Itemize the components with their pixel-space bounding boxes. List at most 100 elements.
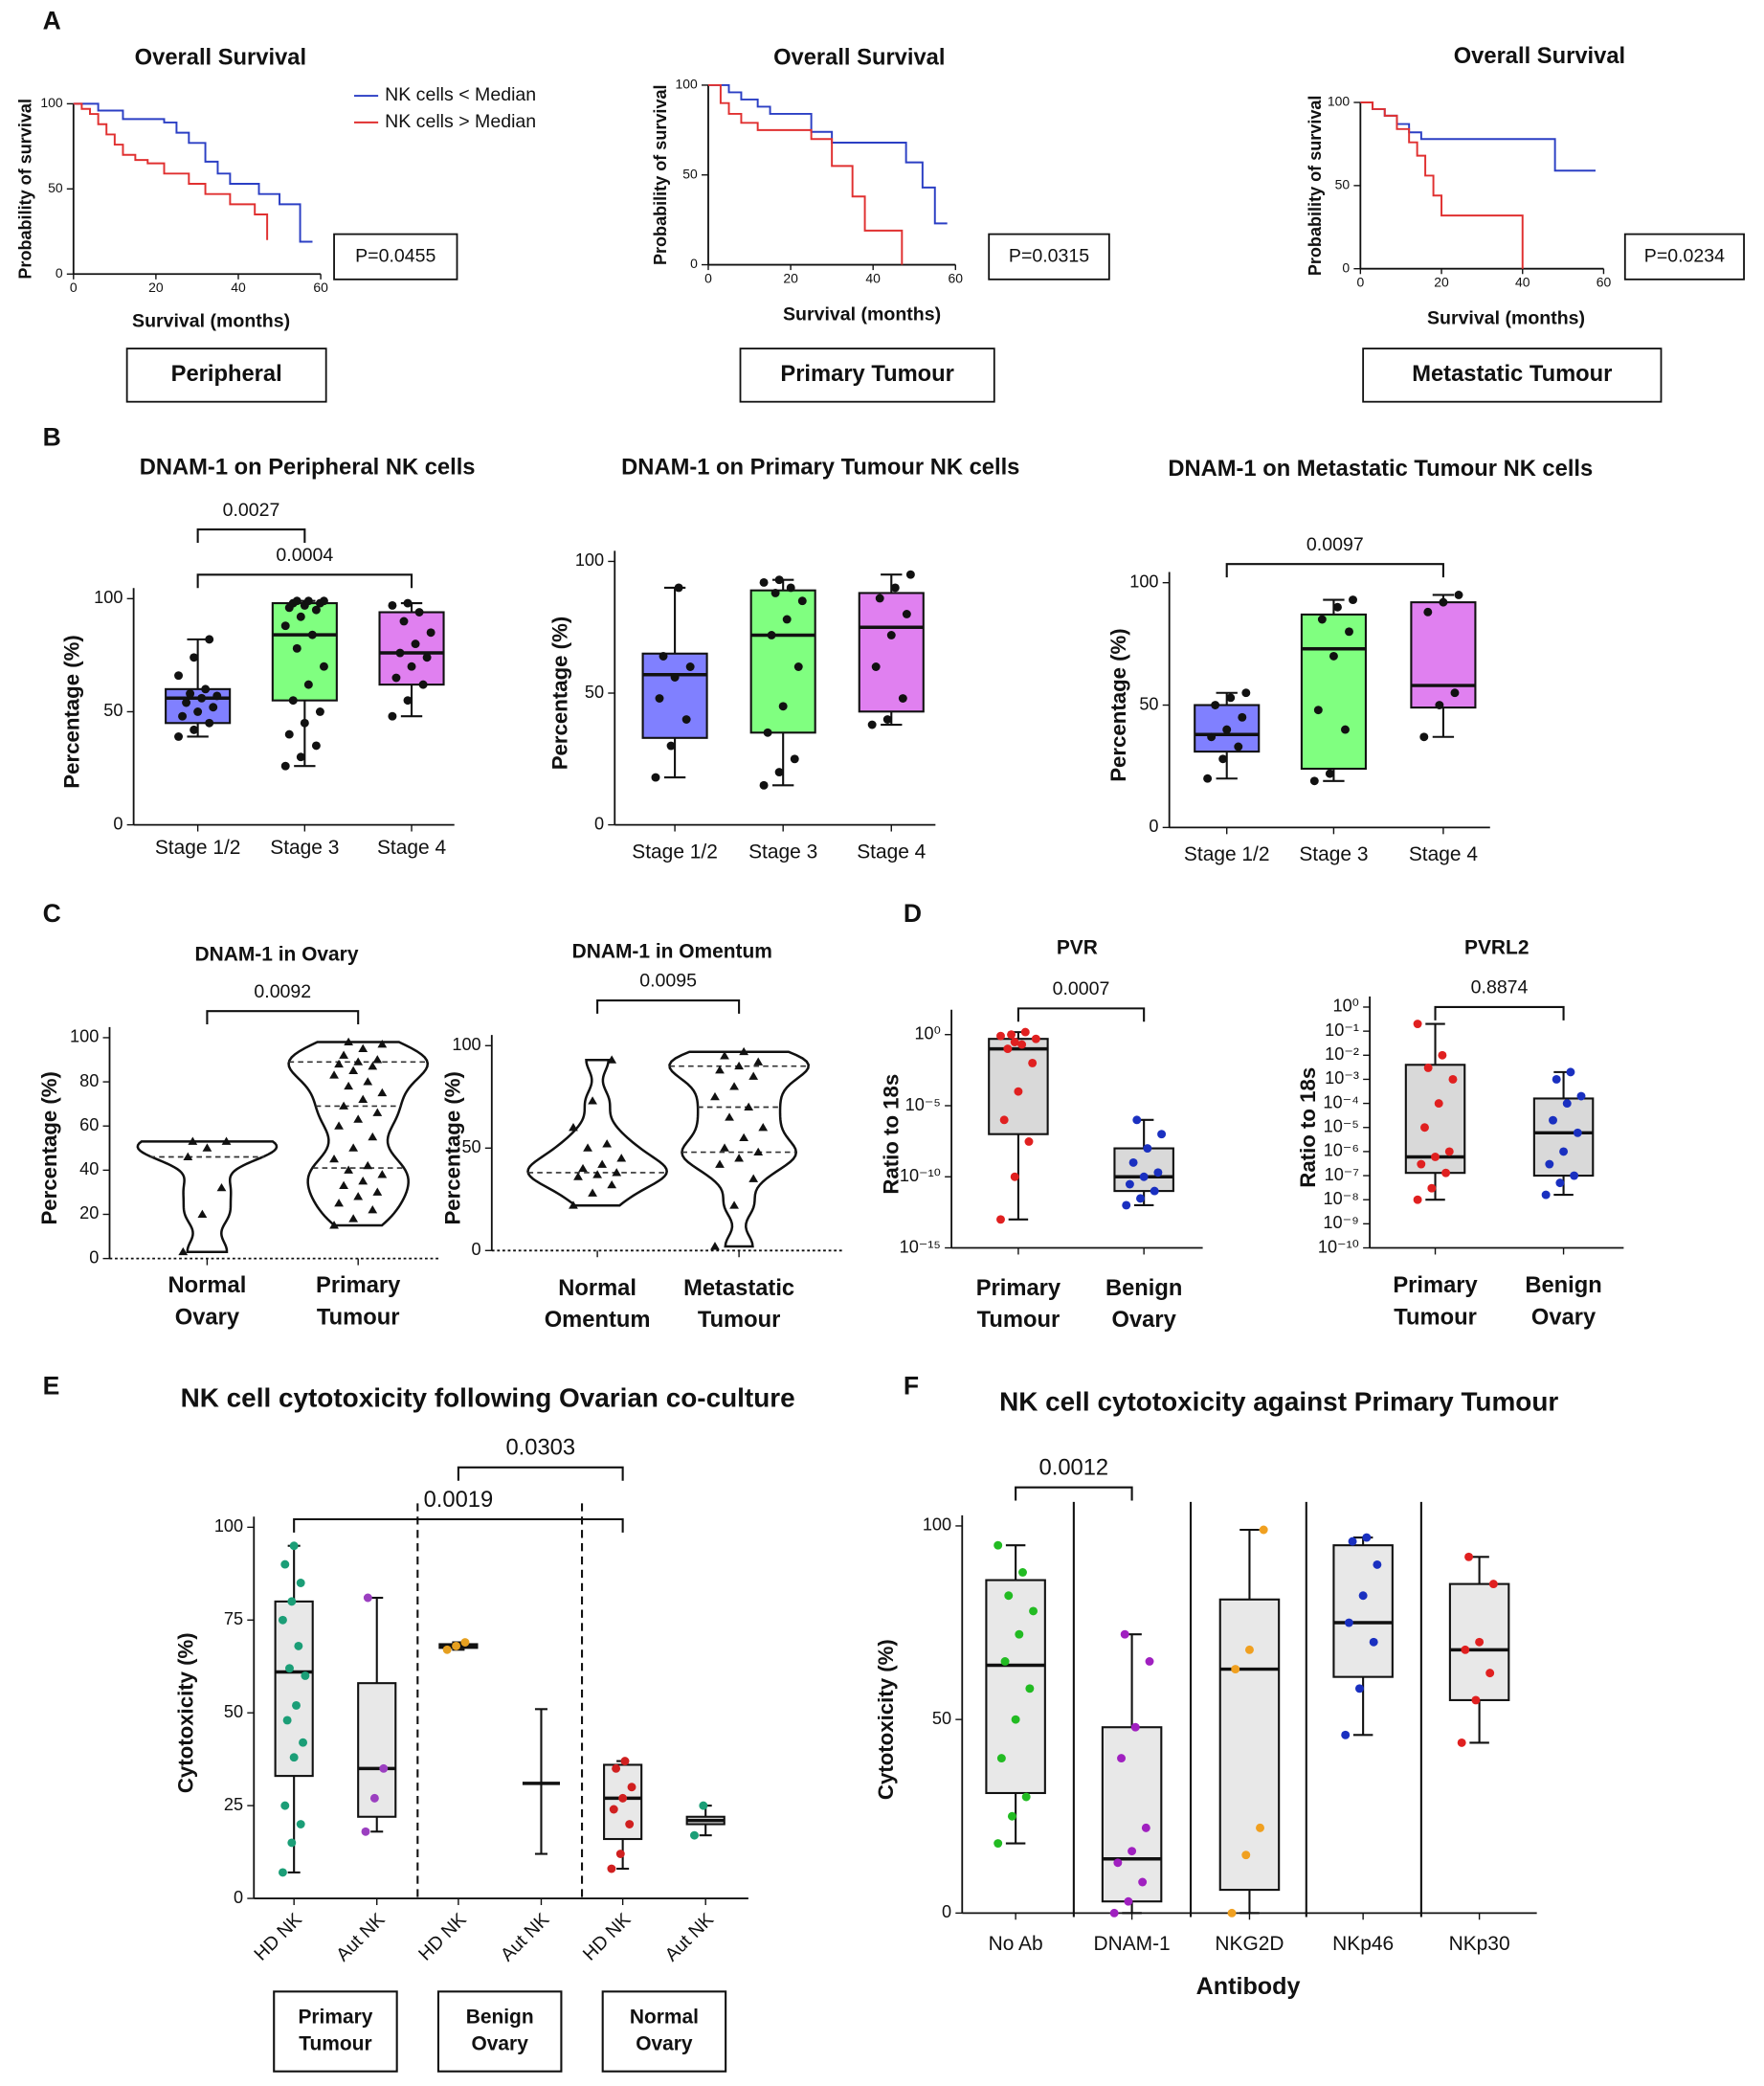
group-box: [273, 1990, 398, 2073]
x-tick-label: Omentum: [545, 1308, 651, 1333]
data-point: [296, 752, 305, 762]
y-tick-label: 10⁻⁷: [1325, 1165, 1359, 1184]
group-label: Tumour: [299, 2032, 371, 2054]
box: [985, 1579, 1046, 1795]
data-point: [602, 1139, 613, 1148]
y-tick-label: 80: [79, 1071, 99, 1090]
x-tick-label: Normal: [558, 1276, 636, 1301]
data-point: [372, 1055, 383, 1064]
x-tick-label: NKp46: [1332, 1933, 1394, 1955]
data-point: [296, 1820, 305, 1828]
chart-title: Overall Survival: [773, 45, 945, 70]
survival-curve: [73, 102, 313, 243]
box: [858, 592, 925, 713]
data-point: [303, 596, 313, 606]
y-tick-label: 10⁻²: [1325, 1044, 1359, 1064]
x-tick-label: Stage 3: [748, 841, 817, 863]
data-point: [609, 1805, 618, 1814]
data-point: [1313, 706, 1323, 715]
data-point: [1444, 1147, 1454, 1156]
data-point: [292, 596, 301, 606]
legend-label: NK cells < Median: [385, 84, 536, 105]
data-point: [1109, 1908, 1119, 1918]
data-point: [363, 1077, 373, 1086]
data-point: [1113, 1858, 1123, 1868]
data-point: [1441, 1168, 1451, 1178]
data-point: [651, 773, 660, 782]
x-tick-label: Tumour: [977, 1308, 1061, 1333]
x-tick-label: 20: [148, 280, 164, 295]
data-point: [1488, 1580, 1498, 1589]
x-axis-label: Survival (months): [132, 310, 290, 331]
data-point: [190, 725, 199, 734]
data-point: [197, 693, 207, 703]
data-point: [348, 1214, 359, 1222]
y-axis-label: Probability of survival: [651, 84, 670, 265]
data-point: [201, 684, 211, 694]
data-point: [1413, 1020, 1422, 1029]
x-tick-label: Metastatic: [683, 1276, 794, 1301]
x-tick-label: 60: [949, 271, 964, 286]
data-point: [1125, 1179, 1134, 1189]
x-tick-label: Tumour: [698, 1308, 781, 1333]
significance-bracket: [196, 528, 306, 543]
data-point: [358, 1094, 368, 1104]
data-point: [1423, 1063, 1433, 1072]
y-tick-label: 100: [676, 77, 699, 92]
data-point: [280, 1559, 290, 1569]
data-point: [1226, 693, 1236, 703]
data-point: [592, 1170, 602, 1178]
data-point: [284, 729, 294, 739]
data-point: [1014, 1087, 1023, 1096]
y-tick-label: 0: [942, 1902, 951, 1921]
data-point: [1130, 1722, 1140, 1732]
data-point: [379, 1763, 389, 1773]
x-tick-label: NKG2D: [1215, 1933, 1284, 1955]
data-point: [1141, 1823, 1150, 1832]
data-point: [612, 1168, 622, 1177]
y-tick-label: 20: [79, 1203, 99, 1222]
data-point: [388, 600, 397, 610]
data-point: [334, 1121, 344, 1130]
data-point: [715, 1159, 725, 1168]
panel-letter: B: [43, 423, 61, 452]
y-tick-label: 100: [214, 1516, 243, 1536]
y-tick-label: 10⁻¹⁵: [900, 1237, 941, 1256]
data-point: [1541, 1190, 1551, 1200]
x-tick-label: Aut NK: [497, 1909, 553, 1965]
legend-label: NK cells > Median: [385, 111, 536, 132]
data-point: [1461, 1645, 1470, 1654]
data-point: [1419, 732, 1429, 742]
y-tick-label: 10⁻¹⁰: [1318, 1237, 1359, 1256]
significance-label: 0.0095: [639, 971, 697, 992]
chart-title: PVR: [1057, 936, 1098, 958]
data-point: [1234, 742, 1243, 751]
data-point: [1241, 688, 1251, 698]
x-tick-label: Benign: [1105, 1276, 1182, 1301]
y-tick-label: 10⁻⁸: [1324, 1189, 1359, 1208]
x-tick-label: Benign: [1525, 1273, 1601, 1298]
x-tick-label: Tumour: [317, 1305, 400, 1330]
data-point: [1150, 1186, 1159, 1196]
data-point: [1413, 1195, 1422, 1204]
data-point: [1475, 1637, 1485, 1647]
data-point: [1552, 1074, 1561, 1084]
data-point: [311, 741, 321, 751]
data-point: [1345, 627, 1353, 637]
caption: Primary Tumour: [780, 362, 954, 387]
data-point: [329, 1154, 339, 1163]
x-tick-label: Ovary: [175, 1305, 240, 1330]
data-point: [1128, 1847, 1137, 1856]
data-point: [1024, 1137, 1034, 1146]
x-tick-label: Stage 3: [270, 837, 339, 859]
data-point: [1157, 1130, 1167, 1139]
y-tick-label: 50: [48, 180, 63, 195]
box: [378, 611, 445, 686]
y-tick-label: 60: [79, 1115, 99, 1134]
y-tick-label: 10⁻⁵: [905, 1095, 941, 1114]
data-point: [319, 662, 328, 671]
data-point: [344, 1081, 354, 1090]
data-point: [1464, 1552, 1474, 1561]
data-point: [1435, 701, 1444, 709]
data-point: [339, 1180, 348, 1189]
